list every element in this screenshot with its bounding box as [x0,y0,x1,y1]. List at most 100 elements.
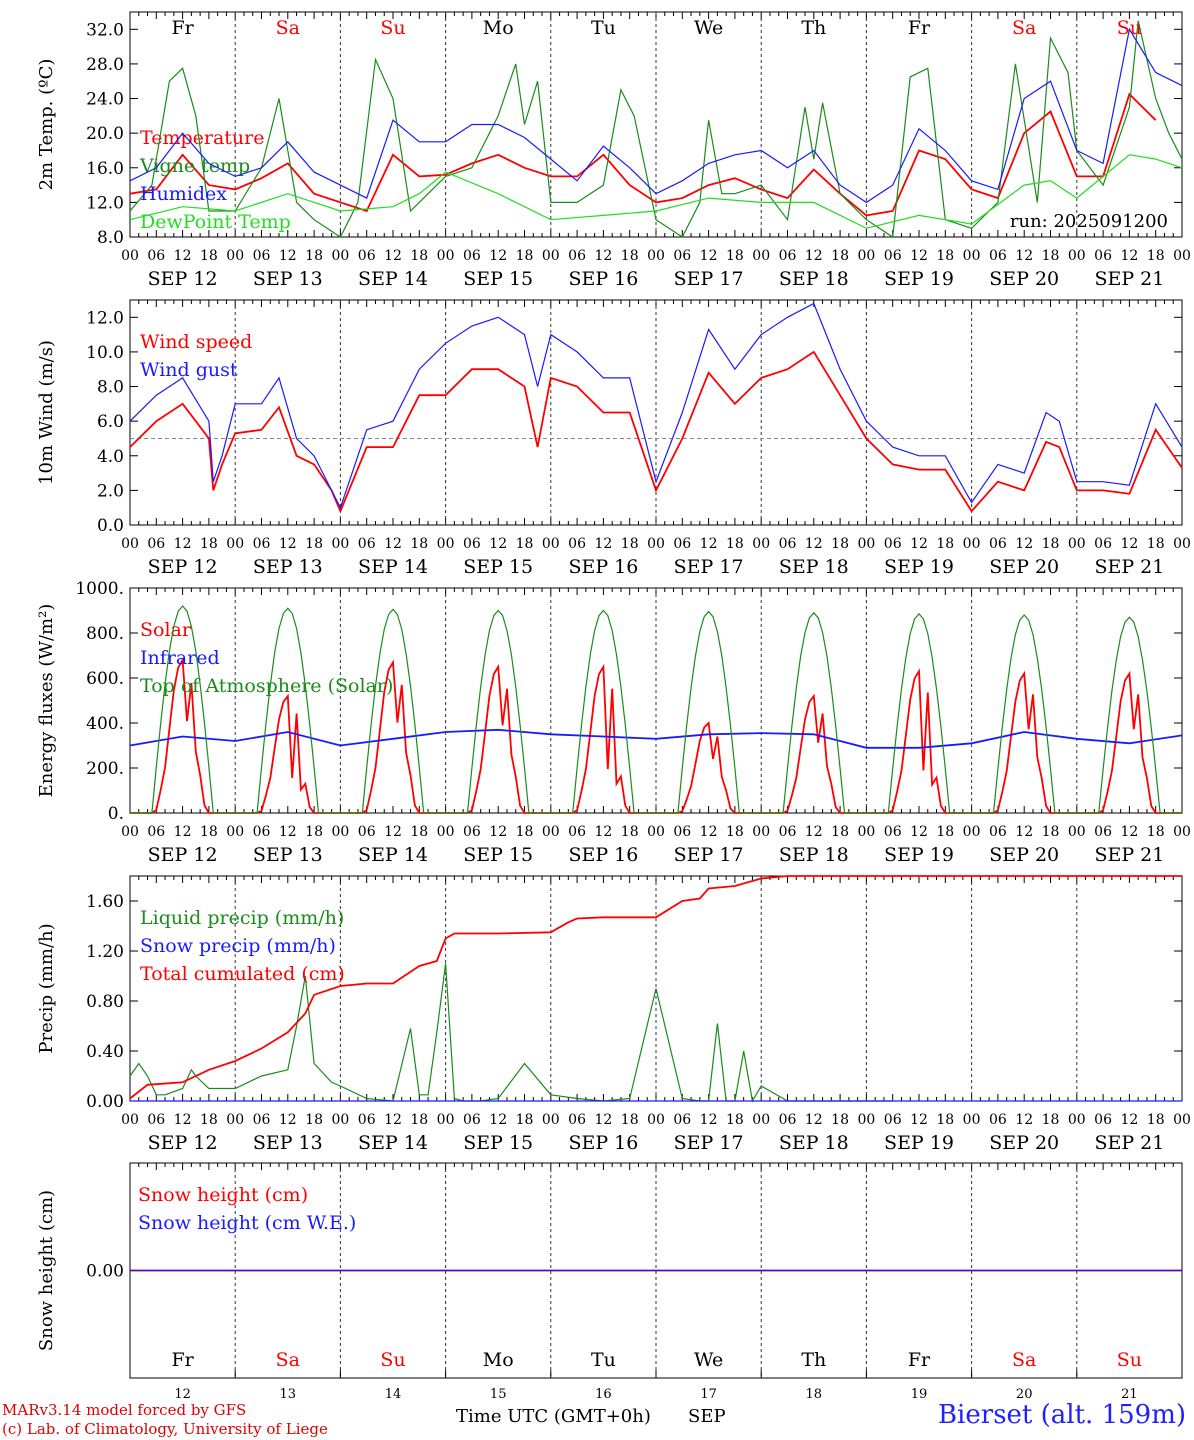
hour-tick-label: 12 [910,536,928,552]
weekday-label: Sa [1012,17,1036,39]
day-number-label: 21 [1121,1387,1138,1400]
legend-entry: Wind speed [140,331,252,353]
hour-tick-label: 06 [673,536,691,552]
model-credit: MARv3.14 model forced by GFS [2,1401,247,1419]
hour-tick-label: 06 [147,536,165,552]
weekday-label: Fr [908,17,931,39]
hour-tick-label: 06 [884,536,902,552]
date-label: SEP 15 [463,1132,533,1154]
hour-tick-label: 12 [384,248,402,264]
legend-entry: Temperature [140,127,264,149]
hour-tick-label: 06 [673,248,691,264]
hour-tick-label: 00 [331,248,349,264]
y-axis-label: 10m Wind (m/s) [36,340,57,485]
hour-tick-label: 12 [700,1112,718,1128]
series-line-humidex [129,27,1183,204]
hour-tick-label: 06 [358,824,376,840]
hour-tick-label: 12 [174,536,192,552]
weekday-label: Fr [908,1349,931,1371]
date-label: SEP 21 [1094,556,1164,578]
day-number-label: 17 [700,1387,717,1400]
hour-tick-label: 12 [174,824,192,840]
hour-tick-label: 00 [226,248,244,264]
hour-tick-label: 18 [726,248,744,264]
weekday-label: We [694,1349,723,1371]
hour-tick-label: 18 [1147,824,1165,840]
hour-tick-label: 00 [1068,1112,1086,1128]
hour-tick-label: 18 [410,536,428,552]
legend-entry: Vigne temp [139,155,250,177]
y-tick-label: 200. [86,759,124,779]
hour-tick-label: 06 [989,248,1007,264]
hour-tick-label: 18 [831,248,849,264]
hour-tick-label: 06 [568,248,586,264]
y-tick-label: 4.0 [97,447,124,467]
y-tick-label: 12.0 [86,193,124,213]
y-tick-label: 32.0 [86,20,124,40]
hour-tick-label: 18 [305,1112,323,1128]
hour-tick-label: 06 [253,536,271,552]
hour-tick-label: 18 [200,824,218,840]
hour-tick-label: 00 [437,248,455,264]
hour-tick-label: 06 [463,824,481,840]
y-tick-label: 8.0 [97,228,124,248]
hour-tick-label: 00 [1173,248,1191,264]
hour-tick-label: 12 [700,248,718,264]
hour-tick-label: 18 [516,824,534,840]
hour-tick-label: 18 [410,1112,428,1128]
date-label: SEP 20 [989,268,1059,290]
series-line-liquid-precip-mm-h- [129,963,893,1103]
date-label: SEP 12 [148,844,218,866]
legend-entry: Humidex [140,183,227,205]
series-line-dewpoint-temp [129,154,1183,229]
date-label: SEP 14 [358,556,428,578]
date-label: SEP 17 [674,844,744,866]
series-line-total-cumulated-cm- [129,875,1182,1100]
hour-tick-label: 06 [779,536,797,552]
legend-entry: Infrared [140,647,220,669]
hour-tick-label: 18 [621,248,639,264]
hour-tick-label: 18 [200,248,218,264]
hour-tick-label: 06 [884,248,902,264]
hour-tick-label: 00 [963,824,981,840]
date-label: SEP 19 [884,268,954,290]
month-label: SEP [688,1406,726,1427]
meteogram: 8.0 12.0 16.0 20.0 24.0 28.0 32.0 2m Temp. (ºC)… [36,11,1191,1400]
date-label: SEP 20 [989,556,1059,578]
date-label: SEP 18 [779,556,849,578]
legend-entry: Wind gust [140,359,238,381]
hour-tick-label: 12 [489,248,507,264]
series-line-temperature [129,92,1157,217]
hour-tick-label: 12 [805,824,823,840]
date-label: SEP 19 [884,556,954,578]
hour-tick-label: 18 [831,1112,849,1128]
hour-tick-label: 18 [726,1112,744,1128]
hour-tick-label: 00 [647,1112,665,1128]
hour-tick-label: 00 [1173,1112,1191,1128]
hour-tick-label: 12 [910,248,928,264]
date-label: SEP 16 [568,844,638,866]
y-axis-label: Energy fluxes (W/m²) [36,604,57,798]
date-label: SEP 15 [463,556,533,578]
hour-tick-label: 06 [1094,1112,1112,1128]
y-tick-label: 800. [86,624,124,644]
hour-tick-label: 06 [673,1112,691,1128]
date-label: SEP 13 [253,1132,323,1154]
legend-entry: Snow height (cm W.E.) [138,1212,356,1234]
y-tick-label: 0.80 [86,992,124,1012]
hour-tick-label: 00 [226,1112,244,1128]
y-tick-label: 20.0 [86,124,124,144]
hour-tick-label: 06 [568,824,586,840]
date-label: SEP 15 [463,844,533,866]
weekday-label: Fr [171,1349,194,1371]
y-axis-label: 2m Temp. (ºC) [36,59,57,191]
y-tick-label: 0.00 [86,1262,124,1282]
date-label: SEP 18 [779,1132,849,1154]
y-axis-label: Snow height (cm) [36,1190,57,1351]
hour-tick-label: 06 [1094,536,1112,552]
weekday-label: Sa [276,1349,300,1371]
y-tick-label: 12.0 [86,308,124,328]
hour-tick-label: 12 [594,1112,612,1128]
hour-tick-label: 18 [516,536,534,552]
date-label: SEP 16 [568,268,638,290]
